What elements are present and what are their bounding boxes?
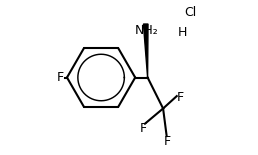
Text: F: F	[176, 91, 184, 104]
Text: Cl: Cl	[184, 6, 196, 19]
Text: F: F	[163, 135, 171, 148]
Text: H: H	[178, 26, 187, 39]
Polygon shape	[143, 24, 148, 78]
Text: NH₂: NH₂	[135, 24, 159, 38]
Text: F: F	[57, 71, 63, 84]
Text: F: F	[140, 122, 147, 135]
